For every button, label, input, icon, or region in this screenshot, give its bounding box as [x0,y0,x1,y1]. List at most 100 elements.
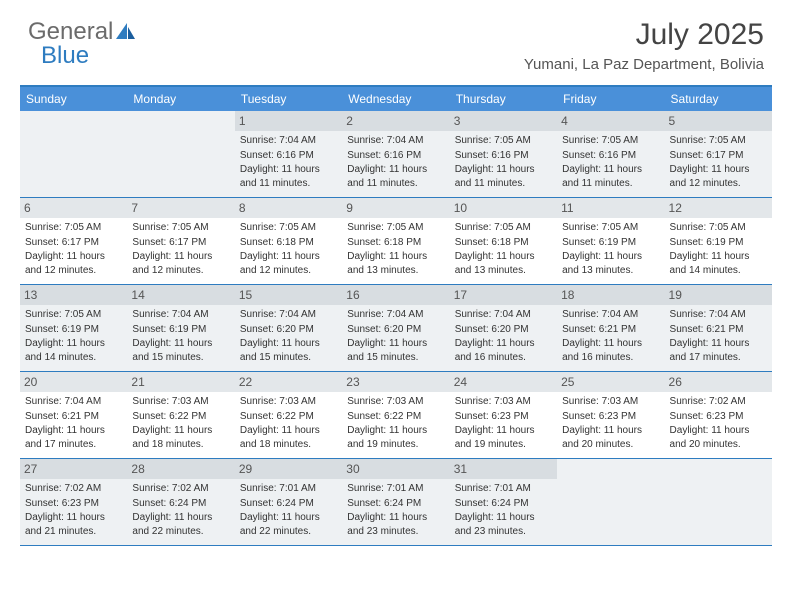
day-number: 24 [450,372,557,392]
sunrise-text: Sunrise: 7:05 AM [25,221,122,235]
weekday-monday: Monday [127,87,234,111]
sunrise-text: Sunrise: 7:05 AM [670,134,767,148]
sunset-text: Sunset: 6:21 PM [670,323,767,337]
sunset-text: Sunset: 6:21 PM [562,323,659,337]
sunset-text: Sunset: 6:23 PM [670,410,767,424]
daylight-text: Daylight: 11 hours and 12 minutes. [670,163,767,190]
day-number: 16 [342,285,449,305]
week-row: 20Sunrise: 7:04 AMSunset: 6:21 PMDayligh… [20,372,772,459]
sunset-text: Sunset: 6:16 PM [562,149,659,163]
day-number: 9 [342,198,449,218]
header: General July 2025 Yumani, La Paz Departm… [0,0,792,79]
daylight-text: Daylight: 11 hours and 11 minutes. [455,163,552,190]
sunrise-text: Sunrise: 7:03 AM [240,395,337,409]
day-number: 14 [127,285,234,305]
sunset-text: Sunset: 6:24 PM [132,497,229,511]
sunrise-text: Sunrise: 7:05 AM [455,134,552,148]
day-number: 6 [20,198,127,218]
sunrise-text: Sunrise: 7:03 AM [347,395,444,409]
day-number: 23 [342,372,449,392]
sunrise-text: Sunrise: 7:05 AM [562,221,659,235]
day-cell: 28Sunrise: 7:02 AMSunset: 6:24 PMDayligh… [127,459,234,545]
sunrise-text: Sunrise: 7:02 AM [670,395,767,409]
day-cell: 30Sunrise: 7:01 AMSunset: 6:24 PMDayligh… [342,459,449,545]
week-row: 6Sunrise: 7:05 AMSunset: 6:17 PMDaylight… [20,198,772,285]
day-number: 3 [450,111,557,131]
daylight-text: Daylight: 11 hours and 18 minutes. [240,424,337,451]
day-cell: 19Sunrise: 7:04 AMSunset: 6:21 PMDayligh… [665,285,772,371]
weekday-sunday: Sunday [20,87,127,111]
day-cell: 20 Sunrise: 7:04 AMSunset: 6:21 PMDayligh… [20,372,127,458]
sunset-text: Sunset: 6:19 PM [25,323,122,337]
day-number: 12 [665,198,772,218]
daylight-text: Daylight: 11 hours and 17 minutes. [25,424,122,451]
sunrise-text: Sunrise: 7:05 AM [240,221,337,235]
sunset-text: Sunset: 6:21 PM [25,410,122,424]
sunrise-text: Sunrise: 7:05 AM [670,221,767,235]
day-number: 20 [20,372,127,392]
sunrise-text: Sunrise: 7:01 AM [240,482,337,496]
day-number: 26 [665,372,772,392]
sunset-text: Sunset: 6:24 PM [240,497,337,511]
day-cell: 10Sunrise: 7:05 AMSunset: 6:18 PMDayligh… [450,198,557,284]
day-cell: 12Sunrise: 7:05 AMSunset: 6:19 PMDayligh… [665,198,772,284]
day-number: 5 [665,111,772,131]
sunset-text: Sunset: 6:24 PM [347,497,444,511]
day-cell: 6Sunrise: 7:05 AMSunset: 6:17 PMDaylight… [20,198,127,284]
weekday-wednesday: Wednesday [342,87,449,111]
day-number: 22 [235,372,342,392]
weekday-tuesday: Tuesday [235,87,342,111]
sunrise-text: Sunrise: 7:02 AM [25,482,122,496]
sunrise-text: Sunrise: 7:04 AM [240,308,337,322]
day-cell: 15Sunrise: 7:04 AMSunset: 6:20 PMDayligh… [235,285,342,371]
sunset-text: Sunset: 6:16 PM [455,149,552,163]
day-cell: 1Sunrise: 7:04 AMSunset: 6:16 PMDaylight… [235,111,342,197]
daylight-text: Daylight: 11 hours and 16 minutes. [562,337,659,364]
day-cell: 25Sunrise: 7:03 AMSunset: 6:23 PMDayligh… [557,372,664,458]
day-cell: 29Sunrise: 7:01 AMSunset: 6:24 PMDayligh… [235,459,342,545]
weekday-thursday: Thursday [450,87,557,111]
day-cell: 24Sunrise: 7:03 AMSunset: 6:23 PMDayligh… [450,372,557,458]
sunset-text: Sunset: 6:19 PM [562,236,659,250]
daylight-text: Daylight: 11 hours and 11 minutes. [562,163,659,190]
weekday-friday: Friday [557,87,664,111]
sunset-text: Sunset: 6:17 PM [132,236,229,250]
day-cell: 18Sunrise: 7:04 AMSunset: 6:21 PMDayligh… [557,285,664,371]
day-cell: 4Sunrise: 7:05 AMSunset: 6:16 PMDaylight… [557,111,664,197]
day-cell: 3 Sunrise: 7:05 AMSunset: 6:16 PMDaylight… [450,111,557,197]
day-number: 21 [127,372,234,392]
daylight-text: Daylight: 11 hours and 17 minutes. [670,337,767,364]
week-row: 1Sunrise: 7:04 AMSunset: 6:16 PMDaylight… [20,111,772,198]
daylight-text: Daylight: 11 hours and 12 minutes. [25,250,122,277]
day-number: 2 [342,111,449,131]
day-number: 28 [127,459,234,479]
day-cell: 31Sunrise: 7:01 AMSunset: 6:24 PMDayligh… [450,459,557,545]
daylight-text: Daylight: 11 hours and 18 minutes. [132,424,229,451]
sunrise-text: Sunrise: 7:04 AM [25,395,122,409]
daylight-text: Daylight: 11 hours and 15 minutes. [240,337,337,364]
sunrise-text: Sunrise: 7:01 AM [347,482,444,496]
weekday-header: SundayMondayTuesdayWednesdayThursdayFrid… [20,87,772,111]
day-number: 18 [557,285,664,305]
sunrise-text: Sunrise: 7:05 AM [132,221,229,235]
day-cell: 14Sunrise: 7:04 AMSunset: 6:19 PMDayligh… [127,285,234,371]
day-cell: 9Sunrise: 7:05 AMSunset: 6:18 PMDaylight… [342,198,449,284]
sunset-text: Sunset: 6:19 PM [132,323,229,337]
daylight-text: Daylight: 11 hours and 20 minutes. [670,424,767,451]
daylight-text: Daylight: 11 hours and 12 minutes. [132,250,229,277]
day-number: 17 [450,285,557,305]
daylight-text: Daylight: 11 hours and 22 minutes. [132,511,229,538]
day-cell: 21Sunrise: 7:03 AMSunset: 6:22 PMDayligh… [127,372,234,458]
day-cell: 22Sunrise: 7:03 AMSunset: 6:22 PMDayligh… [235,372,342,458]
week-row: 13Sunrise: 7:05 AMSunset: 6:19 PMDayligh… [20,285,772,372]
calendar: SundayMondayTuesdayWednesdayThursdayFrid… [20,85,772,546]
day-cell: 23Sunrise: 7:03 AMSunset: 6:22 PMDayligh… [342,372,449,458]
daylight-text: Daylight: 11 hours and 14 minutes. [25,337,122,364]
sunset-text: Sunset: 6:19 PM [670,236,767,250]
sunrise-text: Sunrise: 7:04 AM [347,308,444,322]
sunset-text: Sunset: 6:16 PM [347,149,444,163]
day-number: 19 [665,285,772,305]
day-number: 13 [20,285,127,305]
sunset-text: Sunset: 6:17 PM [670,149,767,163]
day-cell: 16Sunrise: 7:04 AMSunset: 6:20 PMDayligh… [342,285,449,371]
